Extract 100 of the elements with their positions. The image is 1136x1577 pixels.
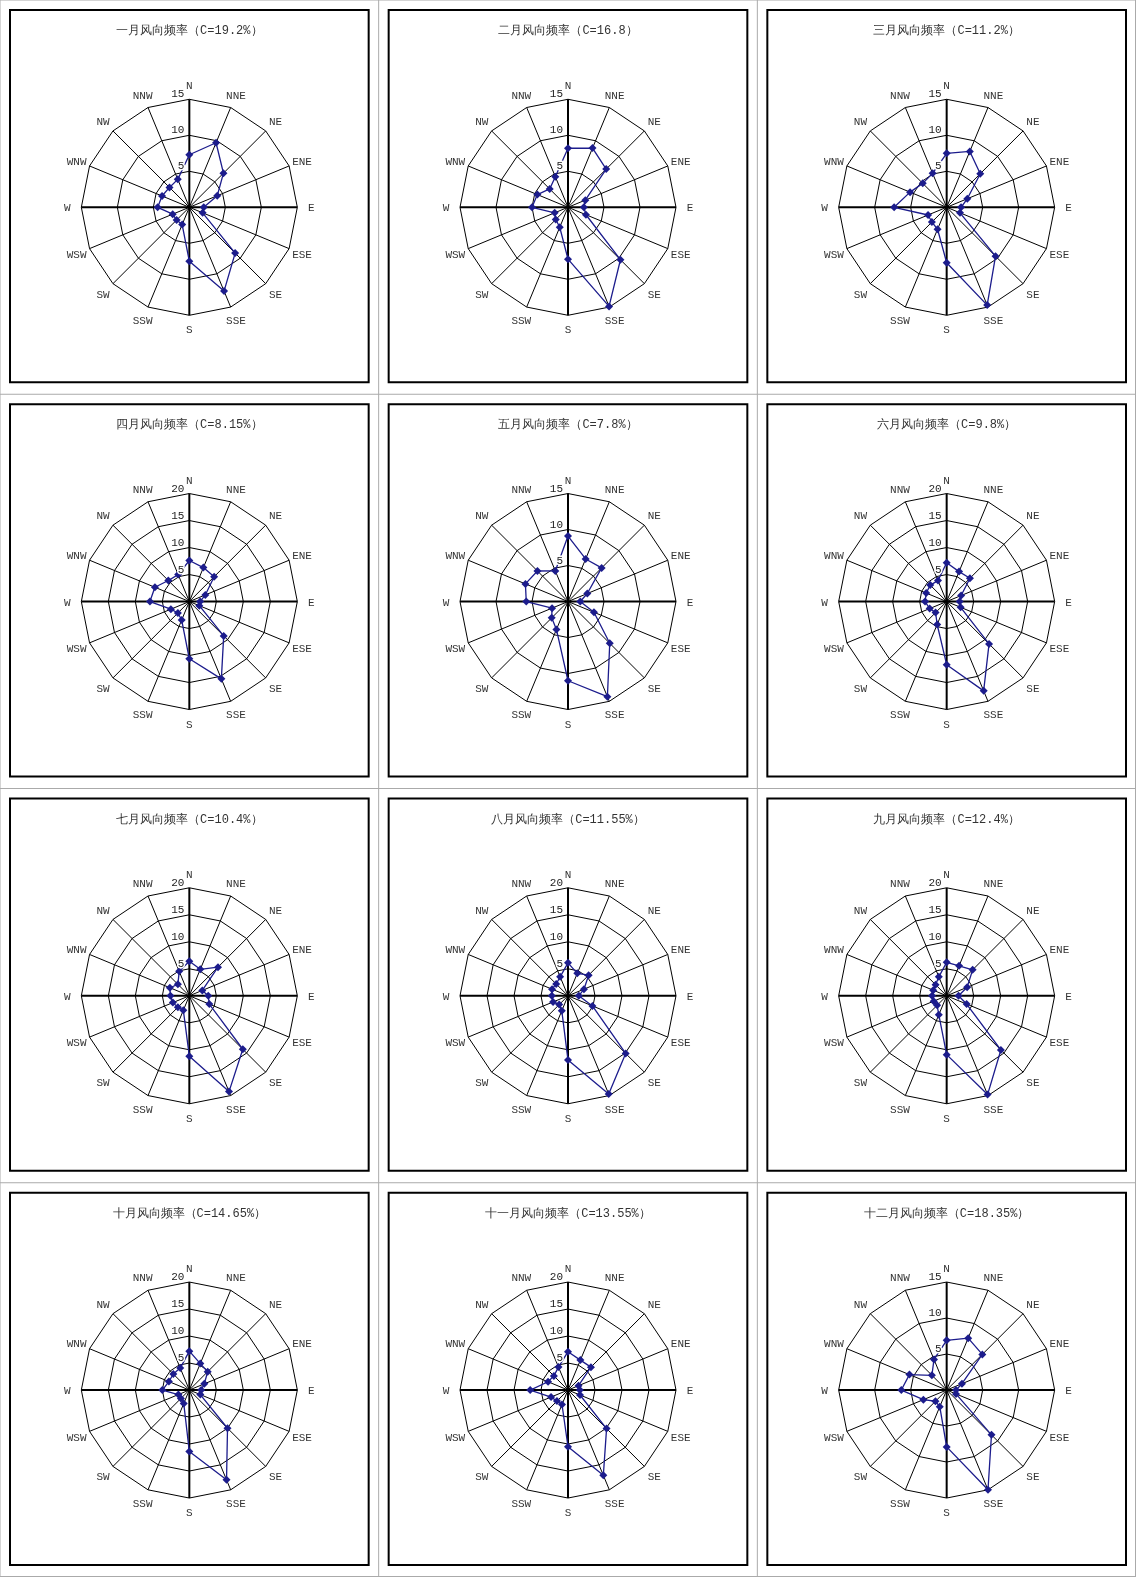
spoke-label: SE [269, 1077, 283, 1090]
y-tick-label: 20 [171, 482, 185, 495]
y-tick-label: 15 [549, 482, 563, 495]
spoke-label: SSE [226, 1497, 247, 1510]
chart-title: 三月风向频率（C=11.2%） [873, 23, 1020, 38]
spoke-label: E [308, 1385, 316, 1398]
spoke-label: SSW [890, 1103, 911, 1116]
spoke-label: SE [1026, 1077, 1040, 1090]
y-tick-label: 5 [935, 957, 942, 970]
spoke-label: NE [1026, 904, 1040, 917]
spoke-label: WSW [824, 643, 845, 656]
y-tick-label: 15 [171, 88, 185, 101]
spoke-label: SW [96, 1077, 111, 1090]
spoke-label: WNW [824, 549, 845, 562]
spoke-label: SSW [511, 1497, 532, 1510]
spoke-label: E [308, 596, 316, 609]
spoke-label: E [1065, 596, 1073, 609]
spoke-label: N [564, 80, 572, 93]
y-tick-label: 5 [556, 957, 563, 970]
spoke-label: NW [853, 510, 868, 523]
spoke-label: E [686, 202, 694, 215]
spoke-label: NE [269, 510, 283, 523]
spoke-label: WNW [824, 155, 845, 168]
spoke-label: NNW [890, 1272, 911, 1285]
y-tick-label: 20 [171, 876, 185, 889]
spoke-label: ESE [292, 248, 313, 261]
y-tick-label: 5 [556, 1352, 563, 1365]
spoke-label: WNW [824, 944, 845, 957]
spoke-label: NNW [511, 89, 532, 102]
chart-title: 六月风向频率（C=9.8%） [877, 417, 1017, 433]
chart-title: 十一月风向频率（C=13.55%） [485, 1205, 651, 1221]
spoke-label: NNW [890, 89, 911, 102]
y-tick-label: 10 [928, 536, 942, 549]
y-tick-label: 10 [549, 930, 563, 943]
spoke-label: WSW [66, 1037, 87, 1050]
spoke-label: ENE [1049, 1338, 1070, 1351]
spoke-label: SE [269, 1471, 283, 1484]
spoke-label: SSE [226, 315, 247, 328]
spoke-label: NNE [983, 1272, 1004, 1285]
spoke-label: W [442, 202, 450, 215]
spoke-label: SW [853, 1077, 868, 1090]
spoke-label: W [821, 202, 829, 215]
chart-title: 七月风向频率（C=10.4%） [116, 811, 263, 827]
spoke-label: NE [269, 1298, 283, 1311]
spoke-label: SW [853, 1471, 868, 1484]
spoke-label: E [1065, 1385, 1073, 1398]
spoke-label: SE [269, 288, 283, 301]
spoke-label: SSE [604, 1497, 625, 1510]
spoke-label: W [821, 1385, 829, 1398]
chart-title: 四月风向频率（C=8.15%） [116, 417, 263, 433]
spoke-label: ESE [670, 1037, 692, 1050]
spoke-label: SSE [983, 709, 1004, 722]
spoke-label: SSE [983, 315, 1004, 328]
y-tick-label: 5 [935, 1343, 942, 1356]
spoke-label: N [186, 868, 193, 881]
spoke-label: S [943, 718, 951, 731]
spoke-label: NW [96, 116, 111, 129]
spoke-label: SW [475, 682, 489, 695]
spoke-label: S [186, 324, 194, 337]
spoke-label: NNE [604, 1272, 625, 1285]
spoke-label: NNW [132, 1272, 153, 1285]
y-tick-label: 10 [928, 124, 942, 137]
spoke-label: NNW [511, 878, 532, 891]
spoke-label: NNE [604, 483, 625, 496]
spoke-label: NE [647, 510, 662, 523]
spoke-label: NNW [511, 483, 532, 496]
spoke-label: ENE [292, 549, 313, 562]
y-tick-label: 15 [928, 88, 942, 101]
spoke-label: N [186, 474, 193, 487]
spoke-label: N [943, 474, 950, 487]
spoke-label: S [186, 1112, 194, 1125]
spoke-label: SSE [226, 709, 247, 722]
spoke-label: WSW [66, 248, 87, 261]
spoke-label: WSW [445, 1431, 466, 1444]
spoke-label: W [64, 990, 72, 1003]
spoke-label: NW [475, 116, 489, 129]
spoke-label: ESE [1049, 1037, 1070, 1050]
y-tick-label: 5 [935, 563, 942, 576]
spoke-label: ESE [292, 1431, 313, 1444]
spoke-label: N [943, 1263, 950, 1276]
spoke-label: NW [853, 116, 868, 129]
spoke-label: SE [647, 1077, 662, 1090]
spoke-label: S [564, 1112, 572, 1125]
spoke-label: SSE [983, 1103, 1004, 1116]
spoke-label: WNW [66, 549, 87, 562]
spoke-label: WSW [66, 643, 87, 656]
spoke-label: SW [853, 288, 868, 301]
spoke-label: SSW [511, 315, 532, 328]
spoke-label: NE [1026, 510, 1040, 523]
spoke-label: W [821, 990, 829, 1003]
spoke-label: SSW [511, 709, 532, 722]
spoke-label: N [186, 80, 193, 93]
spoke-label: NE [647, 1298, 662, 1311]
spoke-label: E [686, 990, 694, 1003]
spoke-label: NNE [604, 878, 625, 891]
chart-title: 一月风向频率（C=19.2%） [116, 23, 263, 38]
y-tick-label: 15 [549, 88, 563, 101]
spoke-label: S [943, 1507, 951, 1520]
spoke-label: E [686, 596, 694, 609]
spoke-label: NW [853, 904, 868, 917]
